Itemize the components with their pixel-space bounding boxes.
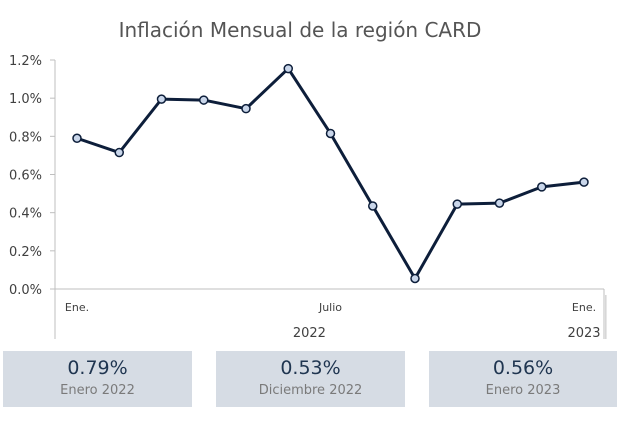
x-tick-label: Ene. [65, 301, 89, 314]
data-point [283, 63, 293, 74]
summary-card-dec-2022: 0.53% Diciembre 2022 [216, 351, 405, 407]
data-point [114, 147, 124, 158]
y-tick-label: 0.4% [9, 207, 42, 222]
y-tick-label: 0.6% [9, 169, 42, 184]
x-group-label: 2023 [567, 326, 600, 341]
y-tick-label: 0.8% [9, 130, 42, 145]
summary-card-label: Enero 2022 [60, 383, 135, 398]
x-tick-label: Ene. [572, 301, 596, 314]
line-chart: Inflación Mensual de la región CARD 0.0%… [9, 18, 607, 341]
x-axis: Ene. Julio Ene. 2022 2023 [55, 288, 607, 341]
summary-card-value: 0.79% [67, 357, 128, 379]
y-tick-label: 0.2% [9, 245, 42, 260]
y-tick-label: 1.2% [9, 54, 42, 69]
data-point [494, 198, 505, 208]
summary-card-jan-2023: 0.56% Enero 2023 [429, 351, 617, 407]
series-line [72, 63, 589, 284]
data-point [579, 177, 589, 187]
summary-card-label: Enero 2023 [485, 383, 561, 398]
data-point [537, 182, 547, 192]
y-tick-label: 0.0% [9, 283, 42, 298]
data-point [156, 94, 167, 104]
y-tick-label: 1.0% [9, 92, 42, 107]
data-point [199, 95, 209, 105]
chart-title: Inflación Mensual de la región CARD [119, 18, 482, 42]
data-point [452, 199, 462, 209]
summary-card-value: 0.53% [280, 357, 341, 379]
data-point [72, 133, 82, 143]
summary-card-value: 0.56% [492, 357, 554, 379]
data-point [241, 103, 251, 114]
data-point [368, 201, 378, 211]
y-axis: 0.0% 0.2% 0.4% 0.6% 0.8% 1.0% 1.2% [9, 54, 56, 339]
data-point [410, 273, 420, 284]
x-tick-label: Julio [318, 301, 342, 314]
data-point [325, 128, 336, 139]
summary-card-jan-2022: 0.79% Enero 2022 [3, 351, 192, 407]
series-path [76, 67, 585, 281]
summary-card-label: Diciembre 2022 [258, 383, 363, 398]
x-group-label: 2022 [293, 326, 326, 341]
